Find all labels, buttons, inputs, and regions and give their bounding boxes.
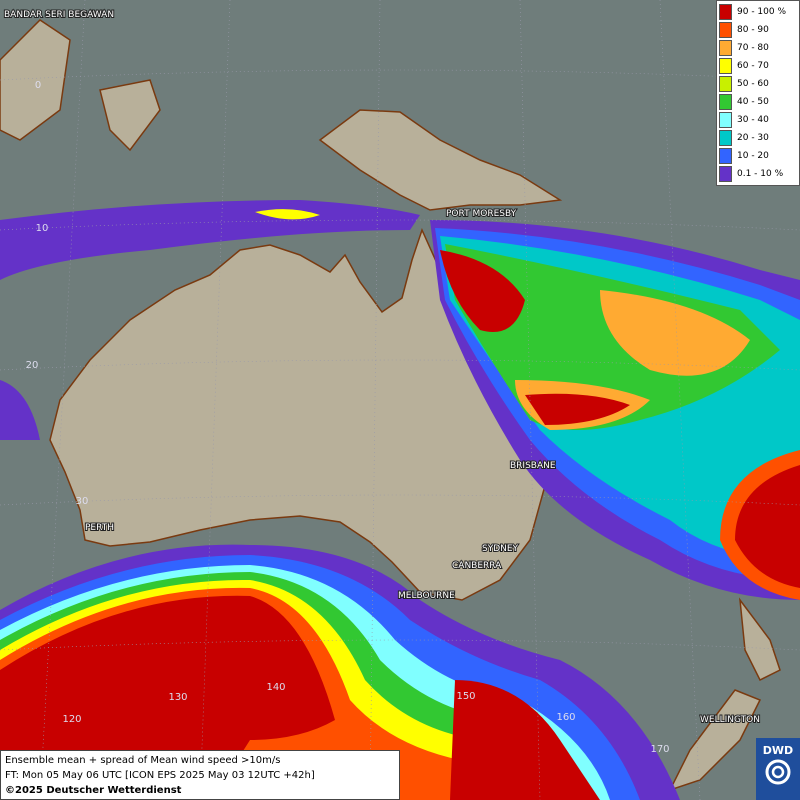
city-label: PORT MORESBY: [446, 209, 517, 219]
legend-label: 90 - 100 %: [737, 7, 787, 17]
probability-field: [0, 200, 800, 800]
city-label: SYDNEY: [482, 544, 519, 554]
footer: Ensemble mean + spread of Mean wind spee…: [0, 750, 400, 800]
city-label: CANBERRA: [452, 561, 502, 571]
longitude-label: 150: [456, 691, 475, 702]
legend-swatch: [719, 76, 732, 92]
footer-line: FT: Mon 05 May 06 UTC [ICON EPS 2025 May…: [5, 770, 315, 781]
land: [0, 19, 781, 792]
legend-item: 40 - 50: [717, 93, 799, 111]
legend-label: 0.1 - 10 %: [737, 169, 784, 179]
logo-text: DWD: [762, 744, 794, 757]
legend-item: 80 - 90: [717, 21, 799, 39]
legend-item: 50 - 60: [717, 75, 799, 93]
latitude-label: 30: [76, 496, 89, 507]
legend-label: 80 - 90: [737, 25, 769, 35]
legend-item: 60 - 70: [717, 57, 799, 75]
logo-icon: [765, 759, 791, 785]
footer-line: Ensemble mean + spread of Mean wind spee…: [5, 755, 281, 766]
city-label: PERTH: [85, 523, 114, 533]
longitude-label: 160: [556, 712, 575, 723]
legend-label: 50 - 60: [737, 79, 769, 89]
longitude-label: 120: [62, 714, 81, 725]
legend: 90 - 100 % 80 - 90 70 - 80 60 - 70 50 - 60 40…: [716, 0, 800, 186]
map-labels: BANDAR SERI BEGAWAN PORT MORESBY BRISBANE P…: [3, 9, 761, 755]
longitude-label: 170: [650, 744, 669, 755]
footer-line: ©2025 Deutscher Wetterdienst: [5, 785, 182, 796]
legend-swatch: [719, 130, 732, 146]
legend-item: 0.1 - 10 %: [717, 165, 799, 183]
legend-item: 10 - 20: [717, 147, 799, 165]
legend-label: 30 - 40: [737, 115, 769, 125]
legend-swatch: [719, 40, 732, 56]
legend-label: 70 - 80: [737, 43, 769, 53]
legend-item: 90 - 100 %: [717, 3, 799, 21]
city-label: BANDAR SERI BEGAWAN: [4, 10, 114, 20]
legend-swatch: [719, 22, 732, 38]
longitude-label: 140: [266, 682, 285, 693]
legend-swatch: [719, 4, 732, 20]
latitude-label: 20: [26, 360, 39, 371]
legend-label: 60 - 70: [737, 61, 769, 71]
legend-label: 20 - 30: [737, 133, 769, 143]
legend-swatch: [719, 58, 732, 74]
city-label: BRISBANE: [510, 461, 556, 471]
city-label: WELLINGTON: [700, 715, 760, 725]
legend-item: 20 - 30: [717, 129, 799, 147]
legend-item: 70 - 80: [717, 39, 799, 57]
latitude-label: 0: [35, 80, 41, 91]
city-label: MELBOURNE: [398, 591, 455, 601]
legend-swatch: [719, 148, 732, 164]
legend-label: 10 - 20: [737, 151, 769, 161]
logo: DWD: [756, 738, 800, 800]
legend-swatch: [719, 166, 732, 182]
latitude-label: 10: [36, 223, 49, 234]
legend-label: 40 - 50: [737, 97, 769, 107]
legend-swatch: [719, 94, 732, 110]
legend-item: 30 - 40: [717, 111, 799, 129]
longitude-label: 130: [168, 692, 187, 703]
legend-swatch: [719, 112, 732, 128]
